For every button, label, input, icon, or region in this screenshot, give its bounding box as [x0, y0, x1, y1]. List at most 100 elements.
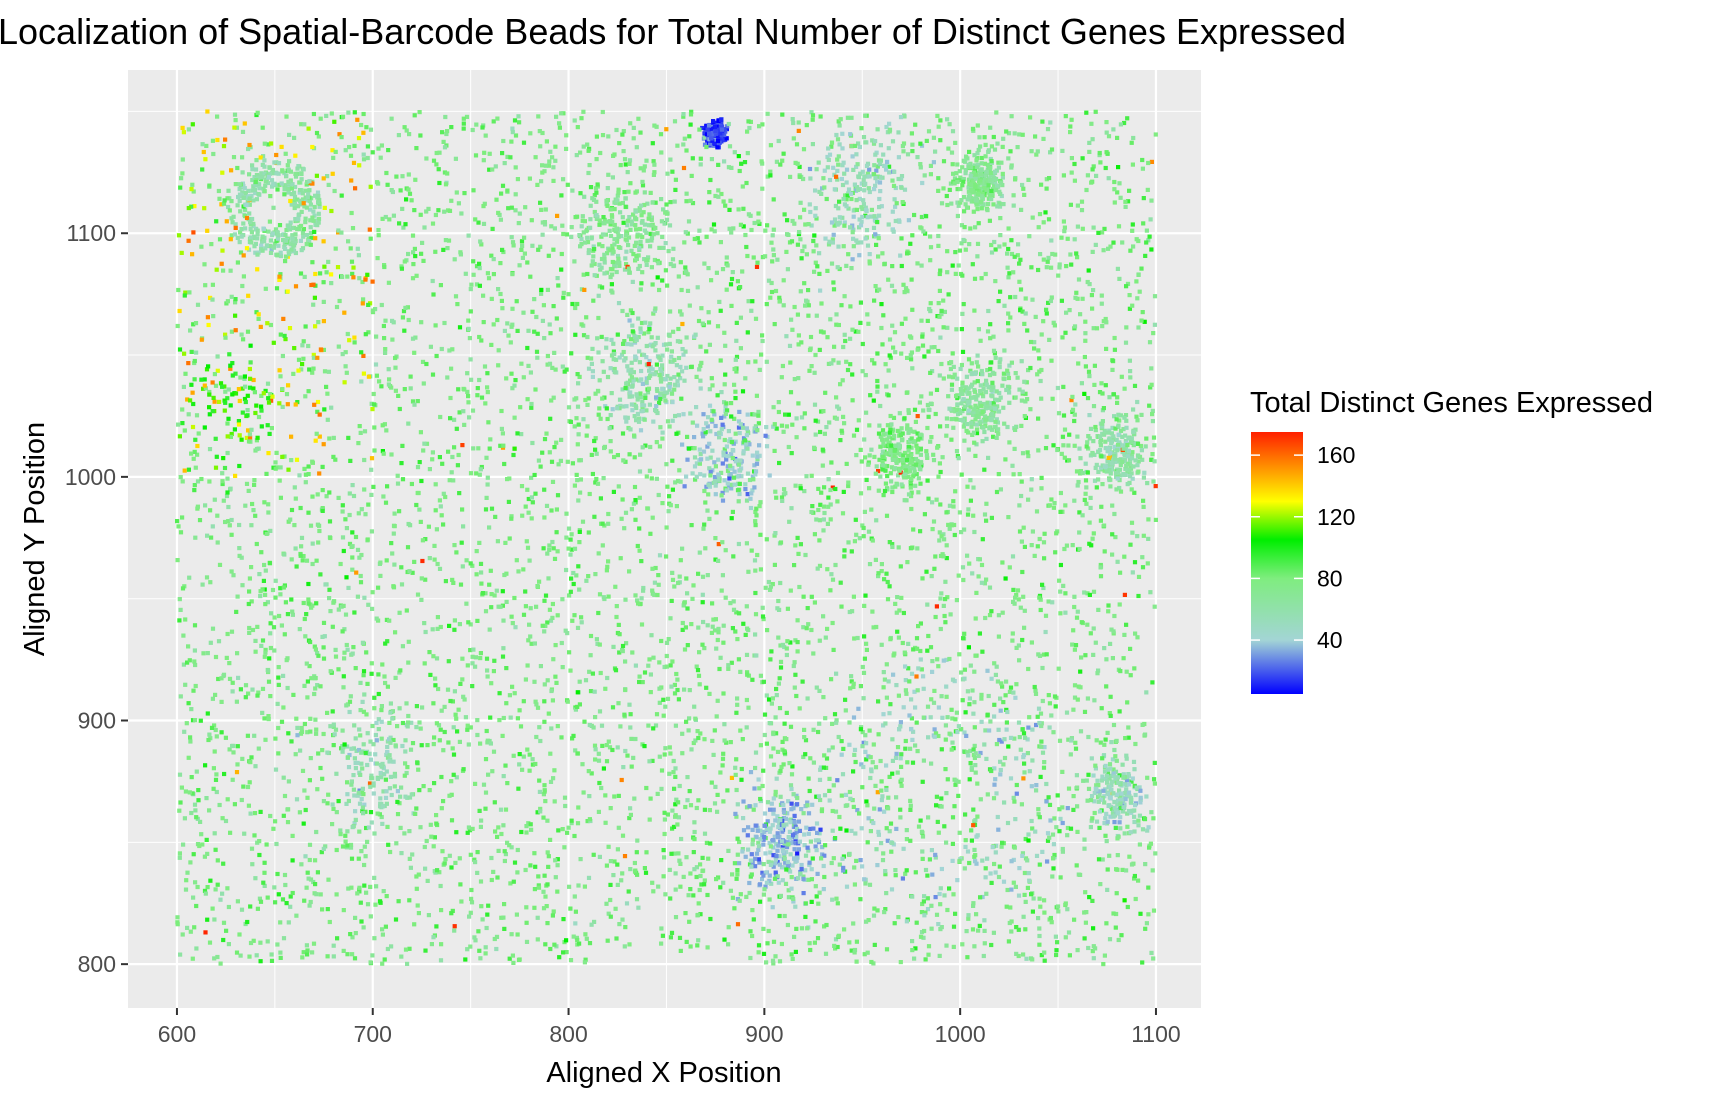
data-point: [518, 724, 524, 729]
data-point: [331, 724, 336, 729]
data-point: [640, 445, 645, 450]
data-point: [953, 140, 958, 145]
data-point: [774, 686, 779, 692]
data-point: [575, 625, 581, 630]
data-point: [709, 780, 714, 785]
data-point: [1127, 854, 1132, 859]
data-point: [361, 353, 366, 358]
data-point: [446, 238, 452, 243]
data-point: [1107, 853, 1112, 858]
data-point: [1122, 554, 1127, 559]
data-point: [959, 362, 964, 368]
data-point: [286, 779, 291, 784]
data-point: [315, 651, 320, 656]
data-point: [748, 770, 754, 775]
data-point: [781, 151, 786, 156]
data-point: [519, 239, 525, 244]
data-point: [1069, 262, 1074, 267]
data-point: [476, 446, 481, 451]
data-point: [186, 701, 191, 706]
data-point: [716, 457, 721, 462]
data-point: [483, 757, 489, 762]
data-point: [559, 193, 564, 198]
data-point: [1063, 610, 1068, 615]
data-point: [931, 519, 937, 524]
data-point: [354, 748, 359, 753]
data-point: [1077, 510, 1082, 515]
data-point: [794, 793, 799, 798]
data-point: [896, 155, 901, 160]
data-point: [203, 503, 208, 508]
data-point: [1143, 926, 1148, 931]
data-point: [938, 424, 943, 429]
data-point: [1012, 736, 1017, 741]
data-point: [1099, 778, 1104, 783]
data-point: [1089, 756, 1094, 761]
data-point: [227, 747, 232, 752]
data-point: [941, 298, 946, 303]
data-point: [898, 452, 903, 457]
data-point: [1110, 425, 1115, 430]
data-point: [292, 225, 297, 230]
data-point: [191, 852, 196, 857]
data-point: [676, 815, 681, 820]
data-point: [690, 596, 695, 601]
data-point: [601, 766, 606, 771]
data-point: [410, 233, 416, 238]
data-point: [220, 471, 225, 476]
data-point: [936, 176, 941, 181]
data-point: [1049, 713, 1054, 718]
data-point: [734, 369, 739, 374]
data-point: [748, 858, 753, 863]
data-point: [1103, 763, 1108, 768]
data-point: [938, 502, 943, 507]
data-point: [864, 641, 869, 646]
data-point: [759, 352, 764, 357]
data-point: [307, 842, 313, 847]
data-point: [246, 428, 251, 433]
data-point: [1019, 207, 1024, 212]
data-point: [239, 555, 244, 560]
data-point: [997, 737, 1002, 743]
data-point: [1060, 805, 1065, 810]
data-point: [500, 603, 505, 608]
data-point: [1117, 709, 1122, 714]
data-point: [197, 843, 202, 849]
data-point: [469, 377, 474, 382]
data-point: [538, 664, 543, 669]
data-point: [1110, 757, 1115, 762]
data-point: [517, 708, 522, 713]
data-point: [344, 575, 349, 580]
data-point: [279, 623, 284, 628]
data-point: [1036, 225, 1041, 230]
data-point: [975, 353, 980, 358]
data-point: [510, 306, 515, 311]
data-point: [598, 150, 603, 156]
data-point: [623, 256, 628, 261]
data-point: [324, 113, 329, 118]
data-point: [873, 284, 878, 289]
data-point: [861, 740, 866, 745]
data-point: [532, 905, 537, 910]
data-point: [812, 370, 817, 375]
data-point: [785, 922, 790, 928]
data-point: [1104, 657, 1109, 662]
data-point: [814, 794, 819, 799]
data-point: [362, 692, 367, 697]
data-point: [991, 134, 996, 140]
data-point: [1036, 267, 1041, 273]
data-point: [597, 378, 602, 383]
data-point: [910, 939, 915, 944]
data-point: [893, 466, 898, 471]
data-point: [756, 409, 761, 414]
data-point: [960, 698, 965, 703]
data-point: [618, 163, 623, 168]
data-point: [576, 805, 581, 810]
data-point: [843, 708, 848, 713]
data-point: [784, 710, 789, 715]
data-point: [753, 519, 758, 524]
data-point: [315, 492, 320, 497]
data-point: [666, 637, 671, 642]
data-point: [461, 409, 466, 414]
data-point: [967, 860, 972, 866]
